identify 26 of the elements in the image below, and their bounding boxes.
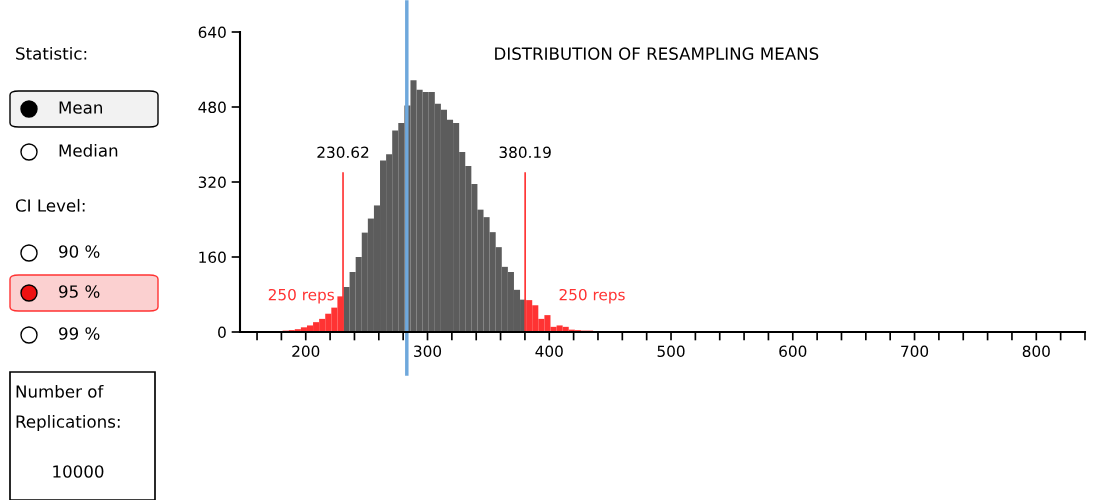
text: 90 % — [59, 245, 100, 258]
y-tick-label: 480 — [198, 101, 226, 114]
x-tick-label: 500 — [657, 345, 685, 358]
x-tick-label: 600 — [779, 345, 807, 358]
text: Statistic: — [16, 46, 87, 60]
y-tick-label: 640 — [198, 26, 226, 39]
text: 99 % — [59, 327, 100, 340]
text: CI Level: — [15, 198, 85, 212]
text: 10000 — [53, 465, 104, 478]
text: 95 % — [59, 285, 100, 298]
y-tick-label: 0 — [218, 326, 226, 339]
annotation: 250 reps — [268, 288, 334, 304]
text: Median — [59, 143, 118, 157]
text: DISTRIBUTION OF RESAMPLING MEANS — [495, 47, 819, 60]
x-tick-label: 700 — [901, 345, 929, 358]
ref-line-label: 230.62 — [317, 146, 369, 159]
annotation: 250 reps — [559, 288, 625, 304]
x-tick-label: 400 — [535, 345, 563, 358]
x-tick-label: 200 — [292, 345, 320, 358]
text: Number of Replications: — [16, 384, 120, 432]
y-tick-label: 160 — [199, 251, 226, 264]
x-tick-label: 800 — [1022, 345, 1050, 358]
y-tick-label: 320 — [198, 176, 226, 189]
text: Mean — [59, 101, 102, 114]
ref-line-label: 380.19 — [499, 146, 551, 159]
x-tick-label: 300 — [414, 345, 442, 358]
